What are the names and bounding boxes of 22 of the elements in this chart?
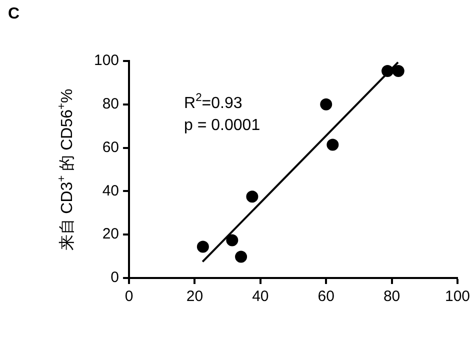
y-tick-label: 20 <box>102 226 120 243</box>
y-tick-label: 0 <box>110 269 120 286</box>
point <box>196 240 209 253</box>
x-tick-label: 20 <box>186 288 204 306</box>
x-tick-label: 0 <box>124 288 134 306</box>
point <box>392 64 404 77</box>
point <box>226 234 238 246</box>
y-tick-label: 80 <box>102 96 120 113</box>
point <box>246 190 258 203</box>
y-tick-label: 60 <box>102 138 120 156</box>
x-tick-label: 100 <box>444 288 470 306</box>
y-axis-title: 来自 CD3+ 的 CD56+% <box>56 88 76 250</box>
annotation: p = 0.0001 <box>184 117 260 134</box>
y-tick-label: 100 <box>94 52 120 70</box>
chart-title: C <box>8 5 20 22</box>
y-tick-label: 40 <box>102 182 120 200</box>
x-tick-label: 40 <box>252 288 269 306</box>
point <box>320 98 332 110</box>
x-tick-label: 60 <box>318 288 334 306</box>
x-tick-label: 80 <box>383 288 400 306</box>
point <box>326 138 339 151</box>
point <box>235 250 248 263</box>
